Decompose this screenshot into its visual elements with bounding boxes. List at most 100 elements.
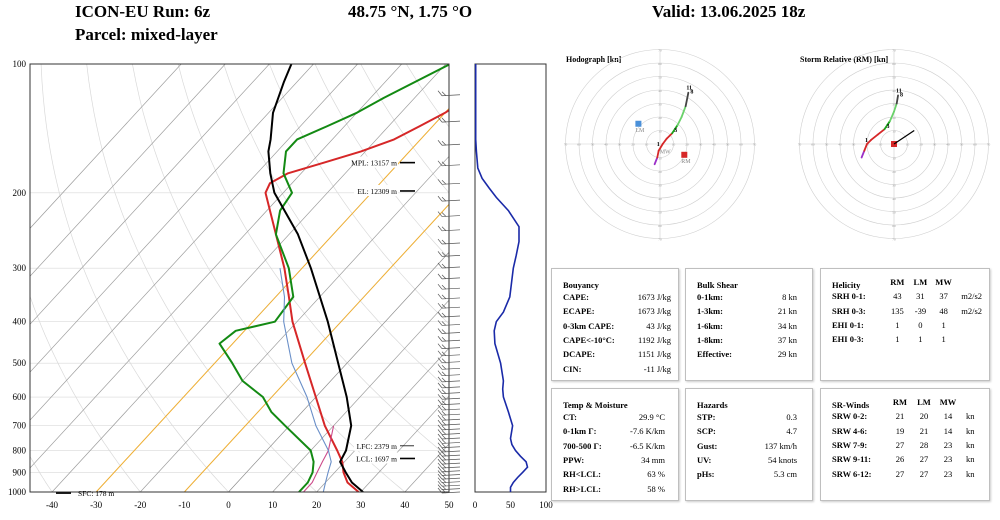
row-label: 700-500 Γ: bbox=[563, 440, 602, 451]
row-value: -11 J/kg bbox=[643, 363, 671, 374]
temp-moisture-panel: Temp & Moisture CT: 29.9 °C 0-1km Γ: -7.6 K… bbox=[551, 388, 679, 501]
temperature-tick-label: 50 bbox=[445, 500, 455, 510]
wind-barb bbox=[441, 303, 447, 309]
wetbulb-line bbox=[279, 268, 332, 492]
wind-barb bbox=[437, 433, 443, 440]
wind-barb bbox=[441, 371, 447, 376]
hodo-ring-label: 40 bbox=[838, 143, 842, 147]
row-label: RH>LCL: bbox=[563, 483, 601, 494]
wind-barb bbox=[441, 226, 447, 232]
row-label: pHs: bbox=[697, 469, 715, 480]
temperature-tick-label: -10 bbox=[178, 500, 190, 510]
wind-barb bbox=[441, 488, 461, 490]
isotherm bbox=[360, 395, 449, 492]
row-label: SRW 7-9: bbox=[832, 440, 868, 451]
wind-barb bbox=[441, 120, 461, 123]
hodo-ring-label: 40 bbox=[892, 197, 896, 201]
wind-barb bbox=[441, 212, 447, 217]
isotherm bbox=[30, 64, 402, 469]
pressure-tick-label: 900 bbox=[13, 467, 27, 477]
hodo-ring-label: 70 bbox=[753, 143, 757, 147]
row-value: 48 bbox=[939, 305, 948, 316]
hodo-ring-label: 40 bbox=[658, 89, 662, 93]
row-value: 135 bbox=[891, 305, 904, 316]
wind-barb bbox=[441, 199, 461, 202]
row-value: 63 % bbox=[647, 469, 665, 480]
virtual_temp-line bbox=[303, 425, 335, 492]
wind-barb bbox=[441, 252, 447, 257]
hodo-ring-label: 40 bbox=[604, 143, 608, 147]
row-unit: kn bbox=[966, 454, 975, 465]
table-row: UV: 54 knots bbox=[697, 453, 797, 467]
wind-barb bbox=[437, 328, 443, 334]
hodo-ring-label: 60 bbox=[892, 224, 896, 228]
table-row: EHI 0-1: 1 0 1 bbox=[832, 318, 982, 332]
table-row: 700-500 Γ: -6.5 K/km bbox=[563, 439, 665, 453]
hodo-ring-label: 30 bbox=[699, 143, 703, 147]
hodo-ring-label: 10 bbox=[906, 143, 910, 147]
wind-barb bbox=[441, 266, 461, 269]
wind-barb bbox=[441, 329, 447, 334]
wind-barb bbox=[437, 90, 443, 96]
skewt-frame bbox=[29, 63, 450, 493]
row-value: 43 bbox=[893, 291, 902, 302]
row-value: -6.5 K/km bbox=[630, 440, 665, 451]
dry-adiabat bbox=[314, 64, 449, 259]
temperature-tick-label: 0 bbox=[226, 500, 231, 510]
wind-barb bbox=[441, 418, 461, 421]
wind-barb bbox=[437, 466, 443, 472]
row-label: SRW 6-12: bbox=[832, 468, 872, 479]
wind-barb bbox=[441, 386, 461, 389]
wind-barb bbox=[441, 239, 447, 245]
wind-barb bbox=[437, 311, 443, 318]
row-value: 31 bbox=[916, 291, 925, 302]
pressure-tick-label: 1000 bbox=[8, 487, 27, 497]
temperature-tick-label: 20 bbox=[312, 500, 322, 510]
wind-barb bbox=[437, 376, 443, 383]
row-value: 27 bbox=[919, 468, 929, 479]
hodo-ring-label: 30 bbox=[658, 184, 662, 188]
wind-barb bbox=[441, 196, 447, 202]
wind-speed-tick-label: 0 bbox=[473, 500, 478, 510]
wind-barb bbox=[441, 339, 461, 342]
row-label: 1-6km: bbox=[697, 320, 723, 331]
hodograph-title: Hodograph [kn] bbox=[566, 55, 622, 64]
sr-winds-panel: SR-Winds RM LM MW SRW 0-2: 21 20 14 kn SRW 4-6: 1… bbox=[820, 388, 990, 501]
wind-barb bbox=[441, 94, 461, 97]
hodo-height-label: 3 bbox=[674, 128, 677, 134]
hodo-ring-label: 10 bbox=[892, 130, 896, 134]
hodo-ring-label: 30 bbox=[892, 103, 896, 107]
wind-barb bbox=[437, 211, 443, 217]
hodo-ring-label: 30 bbox=[852, 143, 856, 147]
wind-barb bbox=[441, 437, 461, 440]
row-value: 1 bbox=[895, 320, 900, 331]
hodo-ring-label: 60 bbox=[658, 224, 662, 228]
hodo-ring-label: 30 bbox=[658, 103, 662, 107]
row-value: 29.9 °C bbox=[638, 412, 665, 423]
row-label: PPW: bbox=[563, 455, 585, 466]
hodo-trace-segment bbox=[876, 128, 886, 136]
wind-barb bbox=[437, 116, 443, 123]
row-label: SCP: bbox=[697, 426, 716, 437]
hodo-ring-label: 50 bbox=[726, 143, 730, 147]
wind-barb bbox=[437, 446, 443, 453]
wind-barb bbox=[437, 394, 443, 400]
wind-speed-tick-label: 50 bbox=[506, 500, 516, 510]
hodo-ring-label: 60 bbox=[577, 143, 581, 147]
dry-adiabat bbox=[177, 64, 449, 459]
level-label: EL: 12309 m bbox=[357, 187, 397, 196]
wind-barb bbox=[437, 473, 443, 480]
table-row: SCP: 4.7 bbox=[697, 424, 797, 438]
wind-barb bbox=[441, 324, 461, 326]
hodo-trace-segment bbox=[889, 110, 895, 122]
table-row: pHs: 5.3 cm bbox=[697, 467, 797, 481]
wind-barb bbox=[437, 293, 443, 300]
hodo-ring-label: 60 bbox=[811, 143, 815, 147]
column-header: RM bbox=[892, 397, 908, 408]
hodo-trace-segment bbox=[866, 139, 872, 145]
hodo-ring-label: 10 bbox=[892, 157, 896, 161]
hodo-trace-segment bbox=[671, 124, 679, 135]
wind-barb bbox=[437, 458, 443, 465]
wind-barb bbox=[437, 238, 443, 245]
